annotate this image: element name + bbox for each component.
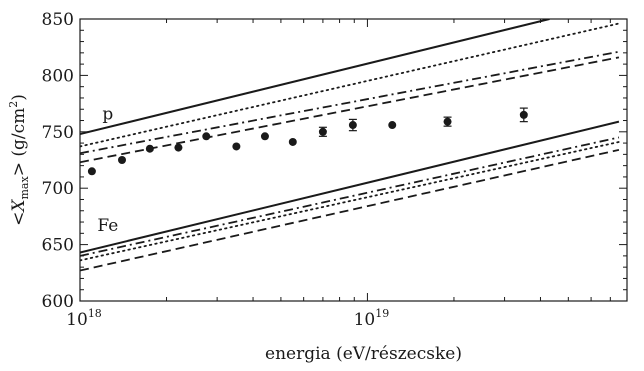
y-tick-label: 600: [42, 292, 74, 312]
data-points: [87, 107, 528, 176]
annotation-fe: Fe: [97, 216, 118, 236]
data-point: [288, 137, 297, 146]
series-line-fe-solid: [80, 120, 620, 254]
y-tick-label: 800: [42, 66, 74, 86]
data-point: [519, 110, 528, 119]
y-tick-label: 700: [42, 179, 74, 199]
model-lines: [80, 19, 620, 272]
y-axis-title: <Xmax> (g/cm2): [7, 94, 31, 226]
series-line-p-solid: [80, 19, 550, 136]
data-point: [388, 121, 397, 130]
annotation-p: p: [102, 104, 113, 124]
axis-ticks: [79, 18, 628, 302]
data-point: [260, 132, 269, 141]
data-point: [145, 144, 154, 153]
y-tick-label: 750: [42, 123, 74, 143]
x-tick-label: 1019: [354, 307, 390, 330]
data-point: [348, 121, 357, 130]
data-point: [202, 132, 211, 141]
series-line-p-dashed: [80, 56, 620, 164]
data-point: [232, 142, 241, 151]
y-tick-label: 850: [42, 10, 74, 30]
axis-labels: 600 650 700 750 800 850 1018 1019 energia (eV/ré…: [7, 10, 462, 364]
plot-frame: [79, 18, 628, 302]
y-tick-label: 650: [42, 236, 74, 256]
data-point: [118, 156, 127, 164]
series-line-fe-dashed: [80, 148, 620, 272]
plot-frame-rect: [79, 18, 628, 302]
series-line-fe-dashdot: [80, 136, 620, 257]
data-point: [174, 143, 183, 152]
series-line-fe-dotted: [80, 141, 620, 262]
data-point: [87, 167, 96, 176]
data-point: [318, 127, 327, 136]
x-axis-title: energia (eV/részecske): [265, 344, 462, 364]
series-line-p-dotted: [80, 22, 620, 148]
x-tick-label: 1018: [66, 307, 102, 330]
data-point: [443, 117, 452, 126]
series-line-p-dashdot: [80, 50, 620, 155]
